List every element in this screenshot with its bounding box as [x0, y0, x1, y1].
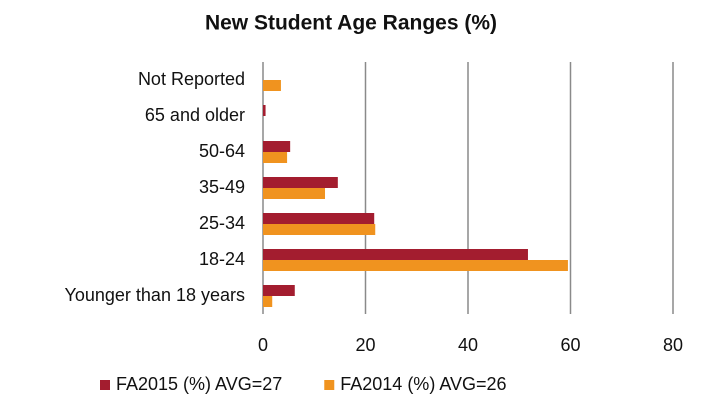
bar: [263, 213, 375, 224]
bar: [263, 285, 295, 296]
y-tick-label: 50-64: [199, 141, 245, 161]
bar: [263, 224, 376, 235]
x-tick-label: 20: [355, 335, 375, 355]
x-tick-label: 60: [560, 335, 580, 355]
legend-label: FA2015 (%) AVG=27: [116, 374, 282, 394]
y-tick-label: 35-49: [199, 177, 245, 197]
y-tick-label: 25-34: [199, 213, 245, 233]
bar: [263, 141, 291, 152]
y-tick-label: 65 and older: [145, 105, 245, 125]
bar: [263, 188, 326, 199]
y-tick-label: 18-24: [199, 249, 245, 269]
bar: [263, 260, 568, 271]
legend-label: FA2014 (%) AVG=26: [340, 374, 506, 394]
bar: [263, 177, 338, 188]
legend-swatch: [100, 380, 110, 390]
bar: [263, 296, 273, 307]
bar: [263, 105, 266, 116]
y-tick-label: Not Reported: [138, 69, 245, 89]
legend-swatch: [324, 380, 335, 390]
x-tick-label: 0: [258, 335, 268, 355]
bar: [263, 152, 288, 163]
chart-title: New Student Age Ranges (%): [205, 12, 497, 35]
x-tick-label: 40: [458, 335, 478, 355]
x-tick-label: 80: [663, 335, 683, 355]
bar: [263, 80, 281, 91]
y-tick-label: Younger than 18 years: [65, 285, 245, 305]
bar: [263, 249, 528, 260]
